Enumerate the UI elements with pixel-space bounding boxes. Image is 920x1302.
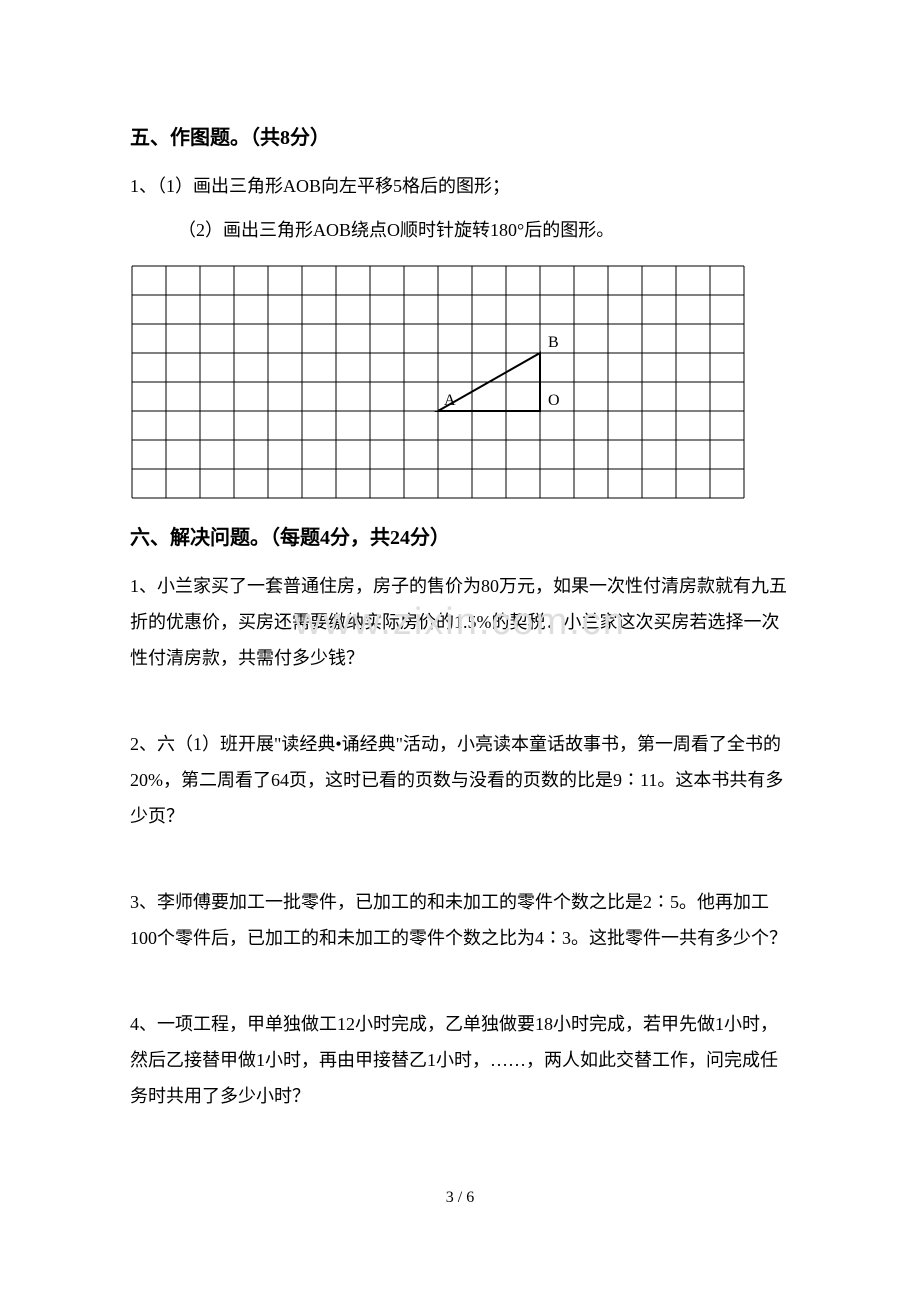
- section-6: 六、解决问题。（每题4分，共24分） 1、小兰家买了一套普通住房，房子的售价为8…: [130, 520, 790, 1114]
- q5-1-part1: （1）画出三角形AOB向左平移5格后的图形；: [157, 176, 510, 196]
- svg-text:A: A: [444, 392, 456, 409]
- page-footer: 3 / 6: [130, 1184, 790, 1213]
- q5-1-prefix: 1、: [130, 176, 157, 196]
- q6-4-block: 4、一项工程，甲单独做工12小时完成，乙单独做要18小时完成，若甲先做1小时，然…: [130, 1006, 790, 1114]
- q6-3-block: 3、李师傅要加工一批零件，已加工的和未加工的零件个数之比是2∶5。他再加工100…: [130, 884, 790, 956]
- section-5: 五、作图题。（共8分） 1、（1）画出三角形AOB向左平移5格后的图形； （2）…: [130, 120, 790, 248]
- q5-1: 1、（1）画出三角形AOB向左平移5格后的图形；: [130, 168, 790, 204]
- grid-figure: A B O: [130, 264, 790, 500]
- grid-svg: A B O: [130, 264, 746, 500]
- q6-2: 2、六（1）班开展"读经典•诵经典"活动，小亮读本童话故事书，第一周看了全书的2…: [130, 726, 790, 834]
- svg-text:B: B: [548, 334, 559, 351]
- q6-1: 1、小兰家买了一套普通住房，房子的售价为80万元，如果一次性付清房款就有九五折的…: [130, 568, 790, 676]
- q6-2-block: 2、六（1）班开展"读经典•诵经典"活动，小亮读本童话故事书，第一周看了全书的2…: [130, 726, 790, 834]
- q6-1-block: 1、小兰家买了一套普通住房，房子的售价为80万元，如果一次性付清房款就有九五折的…: [130, 568, 790, 676]
- q6-4: 4、一项工程，甲单独做工12小时完成，乙单独做要18小时完成，若甲先做1小时，然…: [130, 1006, 790, 1114]
- section-5-title: 五、作图题。（共8分）: [130, 120, 790, 156]
- section-6-title: 六、解决问题。（每题4分，共24分）: [130, 520, 790, 556]
- q5-1-part2: （2）画出三角形AOB绕点O顺时针旋转180°后的图形。: [130, 212, 790, 248]
- svg-text:O: O: [548, 392, 560, 409]
- q6-3: 3、李师傅要加工一批零件，已加工的和未加工的零件个数之比是2∶5。他再加工100…: [130, 884, 790, 956]
